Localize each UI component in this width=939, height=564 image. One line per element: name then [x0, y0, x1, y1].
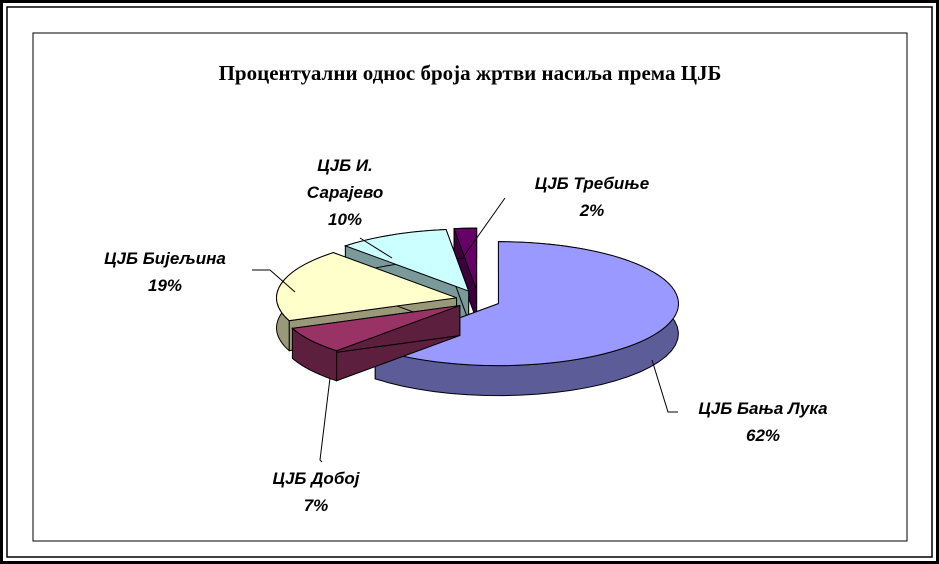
pie — [276, 227, 679, 397]
slice-top — [276, 252, 457, 322]
leader-line — [319, 377, 331, 463]
category-label: ЦЈБ Бијељина — [104, 249, 226, 268]
leader-line — [359, 237, 393, 259]
category-label: ЦЈБ Добој — [272, 469, 360, 488]
category-label: ЦЈБ Требиње — [534, 174, 650, 193]
category-label: ЦЈБ Бања Лука — [698, 399, 828, 418]
slice-top — [453, 227, 478, 291]
data-label: ЦЈБ Бања Лука 62% — [673, 395, 853, 449]
data-label: ЦЈБ Требиње 2% — [502, 170, 682, 224]
data-label: ЦЈБ Бијељина 19% — [75, 245, 255, 299]
value-label: 19% — [147, 276, 183, 295]
value-label: 10% — [327, 210, 363, 229]
leader-line — [651, 359, 678, 413]
value-label: 7% — [303, 496, 329, 515]
slice-top — [291, 305, 460, 352]
data-label: ЦЈБ Добој 7% — [226, 465, 406, 519]
leader-lines — [252, 197, 678, 463]
value-label: 62% — [745, 426, 781, 445]
category-label: ЦЈБ И. Сарајево — [306, 156, 384, 202]
leader-line — [463, 197, 506, 257]
outer-border-inner — [6, 6, 933, 558]
data-label: ЦЈБ И. Сарајево 10% — [290, 152, 400, 233]
value-label: 2% — [579, 201, 605, 220]
chart-title: Процентуални однос броја жртви насиља пр… — [219, 61, 722, 85]
leader-line — [252, 269, 296, 293]
slice — [291, 304, 461, 382]
slice-top — [343, 229, 470, 292]
plot-border — [32, 32, 908, 542]
slice — [453, 227, 478, 321]
